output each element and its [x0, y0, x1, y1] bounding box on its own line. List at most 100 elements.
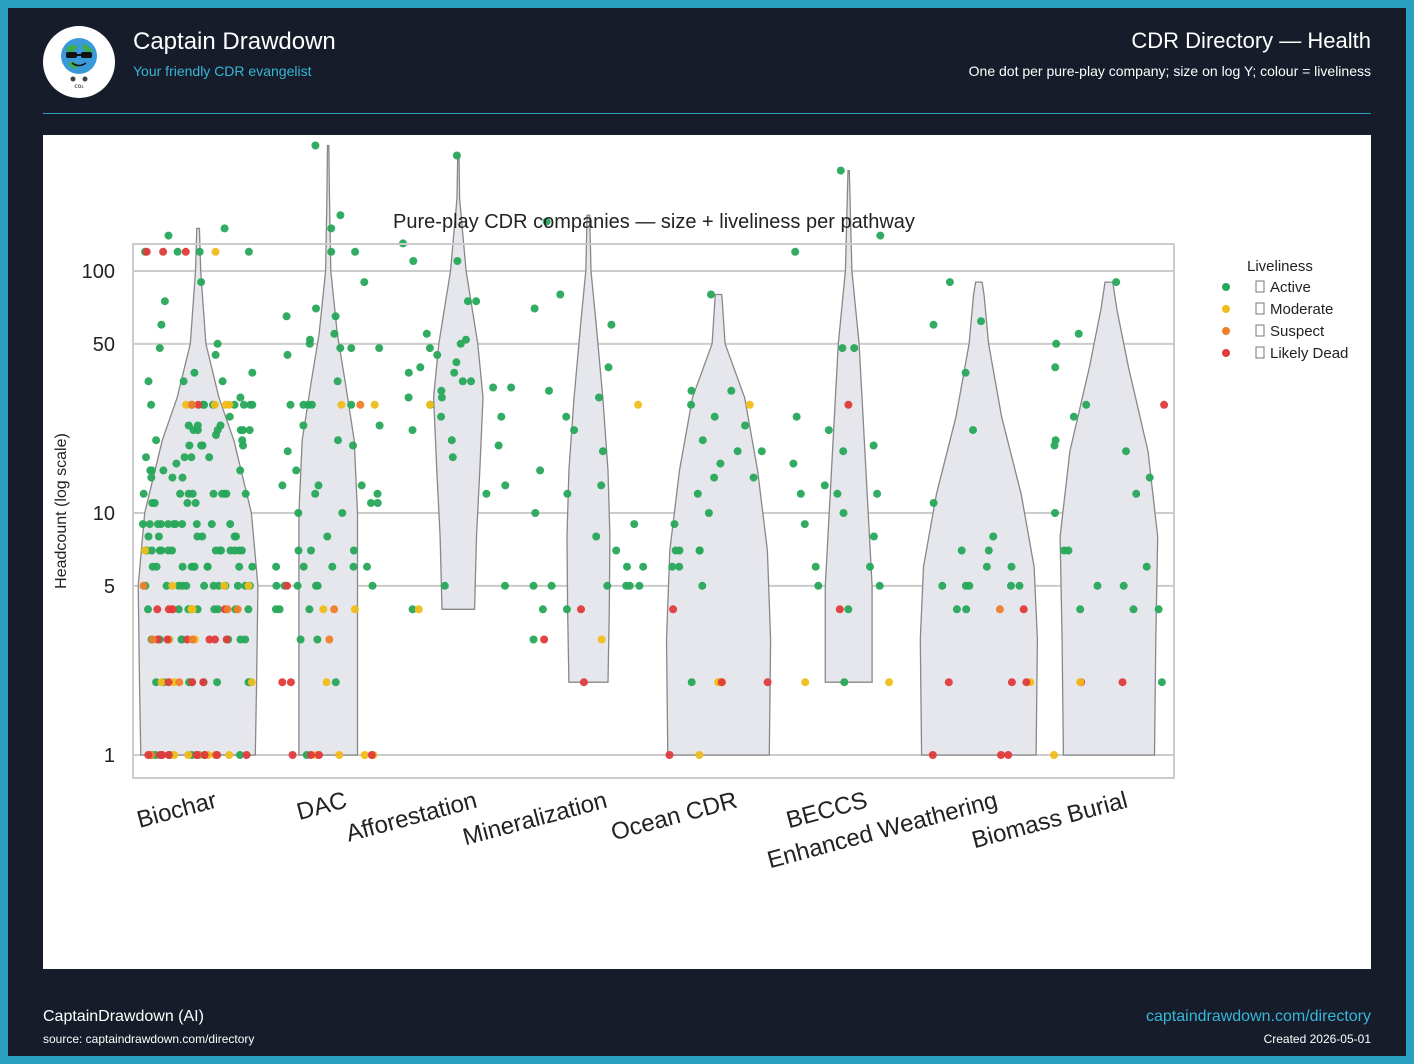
- data-point: [154, 532, 163, 541]
- data-point: [164, 678, 173, 687]
- data-point: [452, 151, 461, 160]
- data-point: [191, 499, 200, 507]
- data-point: [529, 581, 538, 590]
- data-point: [205, 635, 214, 644]
- data-point: [225, 412, 234, 421]
- data-point: [598, 447, 607, 456]
- data-point: [1019, 605, 1028, 614]
- data-point: [494, 441, 503, 450]
- earth-mascot-icon: co₂: [61, 38, 97, 90]
- legend-glyph: [1255, 324, 1265, 337]
- page-subtitle: One dot per pure-play company; size on l…: [968, 63, 1371, 79]
- data-point: [184, 751, 193, 759]
- data-point: [157, 546, 166, 555]
- data-point: [325, 635, 334, 644]
- data-point: [997, 751, 1005, 759]
- data-point: [147, 546, 156, 555]
- data-point: [820, 481, 829, 490]
- data-point: [182, 400, 191, 409]
- data-point: [866, 562, 874, 571]
- data-point: [563, 489, 572, 498]
- data-point: [292, 466, 301, 475]
- data-point: [311, 489, 320, 498]
- data-point: [244, 605, 253, 614]
- data-point: [347, 344, 356, 353]
- y-axis-label: Headcount (log scale): [53, 433, 70, 589]
- data-point: [453, 257, 462, 265]
- data-point: [182, 581, 191, 590]
- data-point: [367, 499, 375, 507]
- data-point: [844, 400, 853, 409]
- data-point: [668, 562, 677, 571]
- data-point: [306, 335, 314, 344]
- data-point: [698, 436, 707, 445]
- data-point: [1145, 473, 1154, 482]
- violin-mineralization: [566, 214, 611, 683]
- header-divider: [43, 113, 1371, 114]
- data-point: [710, 473, 719, 482]
- data-point: [236, 393, 245, 402]
- legend-label: Moderate: [1270, 301, 1333, 318]
- data-point: [1050, 751, 1058, 759]
- data-point: [168, 605, 177, 614]
- data-point: [322, 678, 331, 687]
- data-point: [222, 635, 231, 644]
- data-point: [283, 350, 292, 359]
- data-point: [218, 489, 227, 498]
- brand-tagline: Your friendly CDR evangelist: [133, 63, 312, 79]
- data-point: [801, 678, 810, 687]
- data-point: [447, 436, 456, 445]
- data-point: [153, 605, 162, 614]
- data-point: [173, 247, 182, 256]
- legend: Liveliness Active Moderate Suspect Likely De…: [1222, 258, 1348, 362]
- data-point: [311, 141, 320, 150]
- data-point: [327, 224, 336, 233]
- data-point: [1076, 605, 1085, 614]
- data-point: [162, 581, 171, 590]
- data-point: [1074, 329, 1083, 338]
- data-point: [556, 290, 565, 299]
- data-point: [211, 635, 219, 644]
- data-point: [236, 635, 245, 644]
- data-point: [704, 509, 713, 517]
- data-point: [836, 166, 845, 175]
- data-point: [187, 453, 196, 462]
- data-point: [139, 581, 148, 590]
- legend-glyph: [1255, 346, 1265, 359]
- data-point: [695, 751, 704, 759]
- data-point: [144, 605, 152, 614]
- data-point: [425, 344, 434, 353]
- data-point: [157, 678, 166, 687]
- data-point: [159, 466, 168, 475]
- data-point: [152, 678, 161, 687]
- logo: co₂: [43, 26, 115, 98]
- footer-link[interactable]: captaindrawdown.com/directory: [1146, 1008, 1371, 1025]
- data-point: [299, 421, 308, 430]
- data-point: [984, 546, 993, 555]
- footer-created: Created 2026-05-01: [1263, 1032, 1371, 1046]
- data-point: [192, 520, 201, 529]
- y-tick-label: 10: [93, 503, 115, 525]
- data-point: [1015, 581, 1024, 590]
- data-point: [244, 247, 253, 256]
- footer-source: source: captaindrawdown.com/directory: [43, 1032, 255, 1046]
- data-point: [839, 447, 848, 456]
- y-tick-label: 50: [93, 334, 115, 356]
- legend-marker: [1222, 349, 1230, 357]
- data-point: [195, 247, 204, 256]
- data-point: [547, 581, 556, 590]
- data-point: [184, 421, 193, 430]
- data-point: [433, 350, 442, 359]
- data-point: [497, 412, 506, 421]
- data-point: [211, 350, 220, 359]
- data-point: [763, 678, 772, 687]
- data-point: [147, 473, 156, 482]
- data-point: [962, 605, 971, 614]
- x-tick-label: Ocean CDR: [608, 787, 740, 847]
- data-point: [158, 751, 167, 759]
- data-point: [710, 412, 719, 421]
- data-point: [579, 678, 588, 687]
- data-point: [1076, 678, 1085, 687]
- data-point: [408, 605, 417, 614]
- data-point: [347, 400, 356, 409]
